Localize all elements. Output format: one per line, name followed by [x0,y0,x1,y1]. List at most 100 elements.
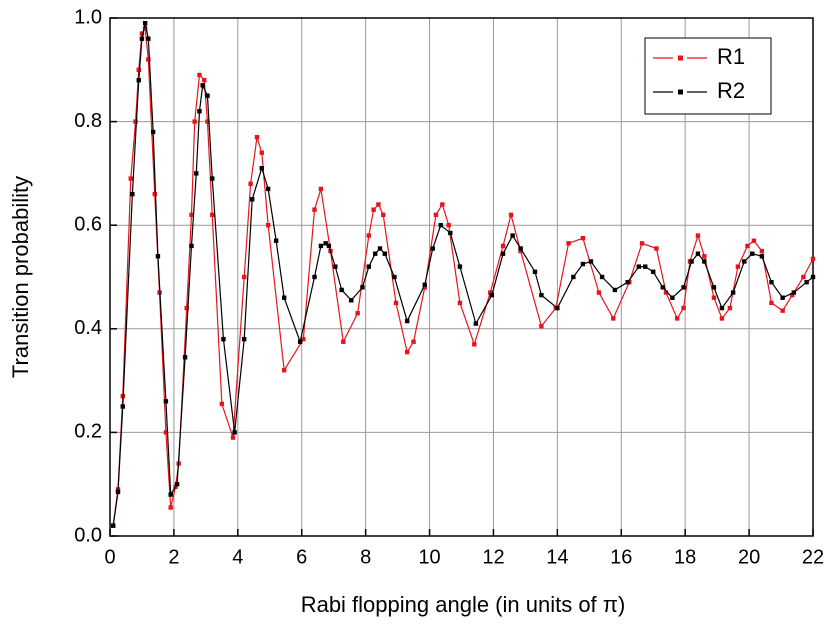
data-point [377,246,383,251]
data-point [588,259,594,264]
data-point [518,246,523,251]
data-point [681,285,686,290]
data-point [448,230,453,236]
data-point [382,251,388,256]
data-point [333,264,338,269]
legend-marker [678,89,683,95]
data-point [430,246,435,251]
data-point [210,176,215,181]
y-tick-label: 0.2 [74,421,102,443]
data-point [120,404,125,409]
legend-marker [678,55,683,61]
data-point [205,119,210,124]
data-point [433,212,439,218]
data-point [360,285,365,290]
data-point [804,279,809,285]
x-tick-label: 22 [802,546,824,568]
data-point [355,311,360,316]
data-point [473,321,479,326]
data-point [702,254,707,259]
y-tick-label: 0.8 [74,110,102,132]
data-point [219,401,225,407]
data-point [689,259,694,264]
data-point [142,26,148,31]
data-point [411,339,416,344]
data-point [639,241,645,246]
data-point [670,295,675,300]
data-point [312,207,317,212]
data-point [366,264,372,269]
data-point [392,274,397,280]
series-line [112,23,814,526]
data-point [136,67,141,72]
data-point [194,171,199,176]
data-point [510,233,515,238]
data-point [326,243,332,249]
x-tick-label: 4 [232,546,243,568]
data-point [128,176,133,181]
data-point [265,186,271,192]
data-point [136,77,141,83]
x-tick-label: 12 [482,546,504,568]
data-point [297,339,303,344]
data-point [318,186,324,192]
data-point [446,223,451,228]
data-point [719,316,725,321]
data-point [759,248,765,254]
data-point [580,261,586,267]
data-point [566,241,571,246]
data-point [130,191,135,197]
data-point [745,243,750,249]
data-point [184,305,189,311]
data-point [769,279,774,285]
data-point [339,287,344,293]
data-point [168,492,173,497]
data-point [393,300,399,306]
data-point [695,233,701,238]
data-point [636,264,642,269]
x-axis-label: Rabi flopping angle (in units of π) [301,592,626,617]
data-point [205,93,210,98]
data-point [500,251,506,256]
data-point [759,254,765,259]
y-tick-label: 0.0 [74,524,102,546]
data-point [168,505,173,510]
data-point [422,285,427,290]
data-point [625,279,630,285]
y-tick-label: 1.0 [74,6,102,28]
data-point [281,368,287,373]
data-point [702,259,707,264]
data-point [182,355,188,360]
data-point [146,36,151,41]
data-point [163,430,169,435]
data-point [249,197,255,202]
data-point [539,324,544,329]
data-point [259,166,264,171]
legend-label: R1 [717,44,745,69]
data-point [457,264,463,269]
data-point [248,181,253,186]
data-point [674,316,680,321]
data-point [440,202,445,207]
data-point [596,290,602,295]
data-point [518,248,523,254]
data-point [643,264,648,269]
data-point [735,264,741,269]
data-point [727,305,733,311]
data-point [259,150,264,155]
data-point [612,287,618,293]
data-point [192,119,197,124]
data-point [200,83,205,88]
data-point [571,274,576,280]
data-point [273,238,279,243]
data-point [711,295,717,300]
data-point [366,233,372,238]
data-point [230,435,236,440]
data-point [651,269,656,275]
data-point [254,134,260,140]
data-point [155,254,161,259]
data-point [197,109,202,114]
x-tick-label: 18 [674,546,696,568]
